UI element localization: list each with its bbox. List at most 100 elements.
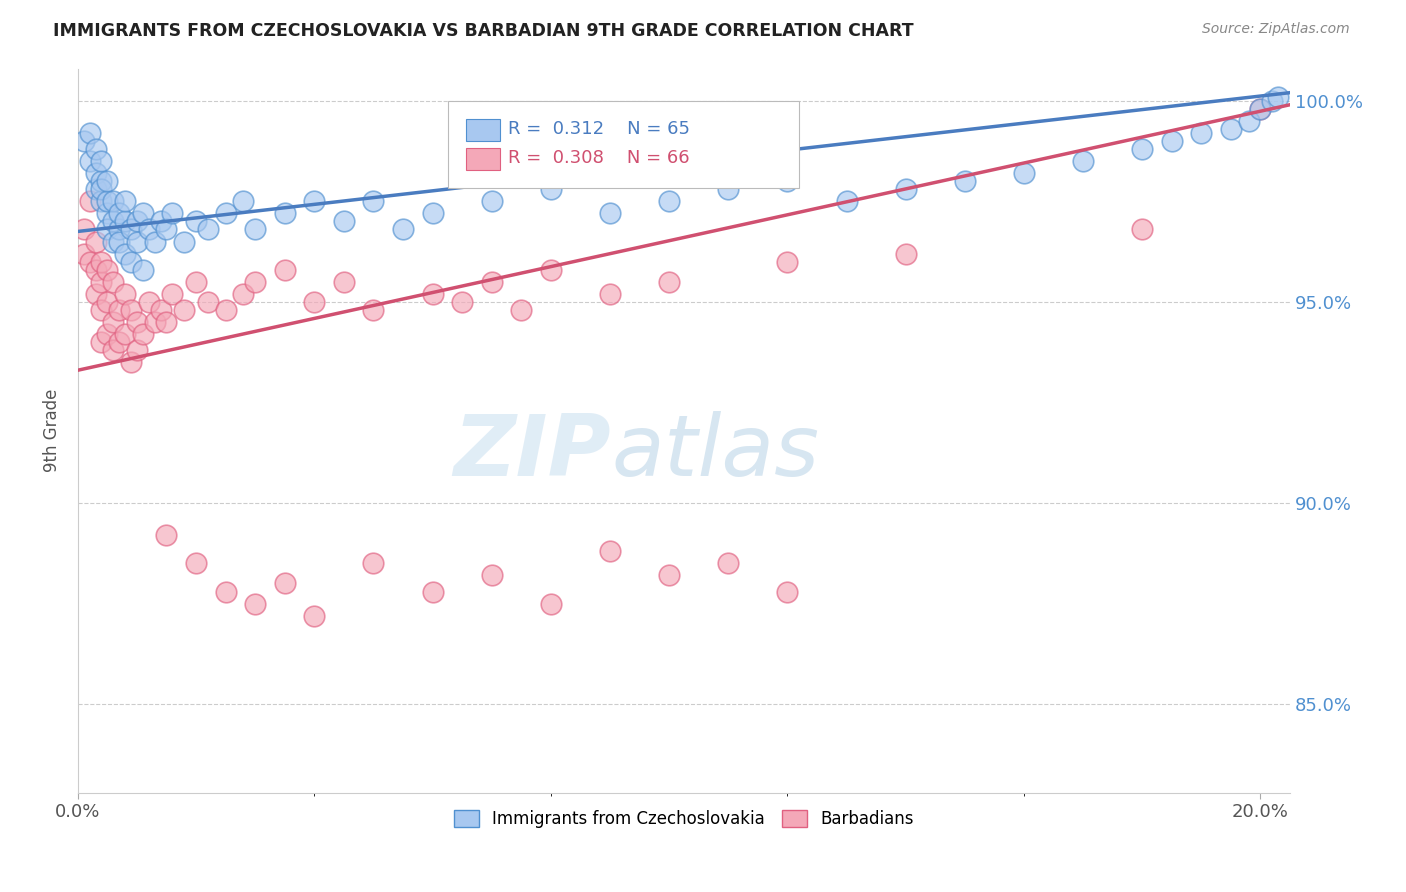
Text: ZIP: ZIP [454, 411, 612, 494]
FancyBboxPatch shape [465, 120, 499, 141]
Point [1012, 166, 1035, 180]
Point [451, 294, 474, 309]
Point [114, 194, 136, 209]
Text: IMMIGRANTS FROM CZECHOSLOVAKIA VS BARBADIAN 9TH GRADE CORRELATION CHART: IMMIGRANTS FROM CZECHOSLOVAKIA VS BARBAD… [53, 22, 914, 40]
Point [114, 214, 136, 228]
Point [184, 275, 207, 289]
Point [304, 608, 326, 623]
Point [894, 182, 917, 196]
Point [243, 222, 266, 236]
Point [835, 194, 858, 209]
Point [776, 584, 799, 599]
Point [125, 235, 148, 249]
Point [540, 597, 562, 611]
Point [1261, 94, 1284, 108]
Point [162, 286, 184, 301]
Point [1237, 113, 1260, 128]
Point [143, 315, 166, 329]
Point [103, 194, 125, 209]
Point [232, 194, 254, 209]
Point [108, 206, 131, 220]
Point [79, 126, 101, 140]
Point [79, 254, 101, 268]
Point [776, 174, 799, 188]
Point [1130, 222, 1153, 236]
Point [114, 286, 136, 301]
Point [96, 194, 118, 209]
Point [120, 222, 142, 236]
Point [274, 576, 297, 591]
Point [1249, 102, 1271, 116]
Point [155, 528, 177, 542]
Point [114, 326, 136, 341]
Point [84, 166, 107, 180]
Point [481, 194, 503, 209]
Point [120, 302, 142, 317]
Point [96, 174, 118, 188]
Point [274, 262, 297, 277]
Point [304, 194, 326, 209]
Point [232, 286, 254, 301]
Point [540, 262, 562, 277]
Point [103, 235, 125, 249]
Point [599, 206, 621, 220]
Point [73, 134, 96, 148]
Point [96, 206, 118, 220]
Point [481, 275, 503, 289]
Point [84, 182, 107, 196]
Point [214, 584, 236, 599]
Point [510, 302, 533, 317]
Point [184, 557, 207, 571]
Point [79, 194, 101, 209]
Point [90, 302, 112, 317]
Point [132, 326, 155, 341]
Point [149, 214, 172, 228]
Point [120, 355, 142, 369]
Point [132, 206, 155, 220]
Point [894, 246, 917, 260]
Point [658, 275, 681, 289]
Point [274, 206, 297, 220]
Point [422, 206, 444, 220]
FancyBboxPatch shape [465, 148, 499, 169]
Text: atlas: atlas [612, 411, 820, 494]
Point [1130, 142, 1153, 156]
Y-axis label: 9th Grade: 9th Grade [44, 389, 60, 472]
Point [392, 222, 415, 236]
Point [173, 302, 195, 317]
Point [138, 294, 160, 309]
Point [84, 286, 107, 301]
Point [90, 154, 112, 169]
Point [90, 254, 112, 268]
Point [155, 315, 177, 329]
Point [132, 262, 155, 277]
Point [90, 334, 112, 349]
Point [73, 222, 96, 236]
Point [108, 302, 131, 317]
Point [717, 182, 740, 196]
Point [214, 302, 236, 317]
Point [363, 302, 385, 317]
Point [96, 222, 118, 236]
Point [333, 214, 356, 228]
Point [96, 294, 118, 309]
Point [1189, 126, 1212, 140]
Point [125, 315, 148, 329]
Point [243, 597, 266, 611]
Point [333, 275, 356, 289]
Point [138, 222, 160, 236]
Point [481, 568, 503, 582]
Point [125, 343, 148, 358]
Point [79, 154, 101, 169]
Text: R =  0.308    N = 66: R = 0.308 N = 66 [508, 149, 690, 167]
Point [953, 174, 976, 188]
Text: Source: ZipAtlas.com: Source: ZipAtlas.com [1202, 22, 1350, 37]
Point [197, 294, 219, 309]
Point [658, 568, 681, 582]
Point [149, 302, 172, 317]
Point [84, 142, 107, 156]
Point [363, 557, 385, 571]
Point [162, 206, 184, 220]
Point [422, 286, 444, 301]
Point [108, 222, 131, 236]
